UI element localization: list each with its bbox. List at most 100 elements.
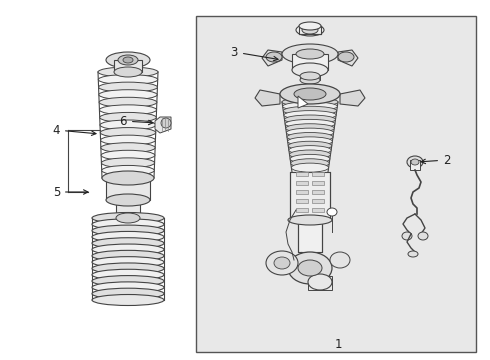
Ellipse shape — [123, 57, 133, 63]
Ellipse shape — [289, 146, 331, 155]
Ellipse shape — [280, 84, 340, 104]
Ellipse shape — [92, 294, 164, 306]
Ellipse shape — [99, 105, 157, 115]
Ellipse shape — [291, 159, 329, 168]
Ellipse shape — [298, 260, 322, 276]
Ellipse shape — [92, 250, 164, 261]
Ellipse shape — [266, 52, 282, 62]
Ellipse shape — [285, 120, 335, 129]
Polygon shape — [338, 50, 358, 66]
Ellipse shape — [330, 252, 350, 268]
Ellipse shape — [106, 194, 150, 206]
Bar — [296, 172, 308, 176]
Ellipse shape — [294, 88, 326, 100]
Ellipse shape — [92, 288, 164, 299]
Bar — [299, 26, 321, 34]
Ellipse shape — [92, 282, 164, 293]
Bar — [410, 160, 420, 170]
Ellipse shape — [101, 158, 154, 168]
Ellipse shape — [98, 67, 158, 77]
Text: 5: 5 — [52, 185, 88, 198]
Polygon shape — [262, 50, 282, 66]
Ellipse shape — [92, 263, 164, 274]
Ellipse shape — [106, 52, 150, 68]
Ellipse shape — [296, 24, 324, 36]
Polygon shape — [298, 96, 308, 108]
Ellipse shape — [402, 232, 412, 240]
Bar — [292, 54, 328, 70]
Ellipse shape — [283, 106, 337, 115]
Bar — [290, 172, 330, 220]
Bar — [116, 200, 140, 218]
Ellipse shape — [282, 44, 338, 64]
Text: 6: 6 — [120, 114, 153, 127]
Bar — [312, 208, 324, 212]
Ellipse shape — [99, 112, 156, 122]
Ellipse shape — [411, 159, 419, 165]
Bar — [106, 178, 150, 200]
Ellipse shape — [302, 26, 318, 34]
Ellipse shape — [288, 215, 332, 225]
Ellipse shape — [300, 76, 320, 84]
Ellipse shape — [407, 156, 423, 168]
Text: 4: 4 — [52, 123, 96, 136]
Ellipse shape — [299, 22, 321, 30]
Ellipse shape — [288, 141, 332, 150]
Ellipse shape — [116, 213, 140, 223]
Ellipse shape — [100, 135, 155, 145]
Ellipse shape — [98, 75, 158, 85]
Ellipse shape — [292, 63, 328, 77]
Ellipse shape — [285, 115, 336, 124]
Ellipse shape — [266, 251, 298, 275]
Ellipse shape — [101, 143, 155, 153]
Text: 3: 3 — [231, 45, 278, 61]
Ellipse shape — [92, 275, 164, 287]
Ellipse shape — [101, 150, 155, 160]
Ellipse shape — [288, 252, 332, 284]
Ellipse shape — [92, 269, 164, 280]
Bar — [296, 199, 308, 203]
Ellipse shape — [118, 55, 138, 65]
Ellipse shape — [286, 124, 334, 133]
Bar — [308, 276, 332, 290]
Ellipse shape — [98, 82, 157, 92]
Ellipse shape — [290, 150, 330, 159]
Ellipse shape — [161, 118, 171, 128]
Text: 2: 2 — [421, 153, 450, 166]
Ellipse shape — [418, 232, 428, 240]
Ellipse shape — [300, 72, 320, 80]
Ellipse shape — [327, 208, 337, 216]
Ellipse shape — [292, 163, 329, 172]
Ellipse shape — [282, 98, 338, 107]
Ellipse shape — [408, 251, 418, 257]
Ellipse shape — [308, 274, 332, 290]
Ellipse shape — [100, 120, 156, 130]
Bar — [312, 181, 324, 185]
Bar — [312, 199, 324, 203]
Bar — [312, 172, 324, 176]
Ellipse shape — [296, 49, 324, 59]
Ellipse shape — [274, 257, 290, 269]
Ellipse shape — [284, 111, 336, 120]
Ellipse shape — [102, 171, 154, 185]
Ellipse shape — [100, 127, 156, 138]
Bar — [196, 16, 476, 352]
Ellipse shape — [92, 231, 164, 242]
Ellipse shape — [92, 244, 164, 255]
Bar — [301, 104, 319, 270]
Ellipse shape — [92, 225, 164, 236]
Ellipse shape — [290, 154, 330, 163]
Ellipse shape — [92, 238, 164, 249]
Bar — [296, 208, 308, 212]
Text: 1: 1 — [334, 338, 342, 351]
Ellipse shape — [99, 90, 157, 100]
Polygon shape — [255, 90, 280, 106]
Bar — [114, 60, 142, 72]
Bar — [300, 70, 320, 80]
Ellipse shape — [92, 219, 164, 230]
Ellipse shape — [287, 132, 333, 141]
Ellipse shape — [92, 212, 164, 224]
Ellipse shape — [102, 166, 154, 175]
Polygon shape — [340, 90, 365, 106]
Bar — [296, 190, 308, 194]
